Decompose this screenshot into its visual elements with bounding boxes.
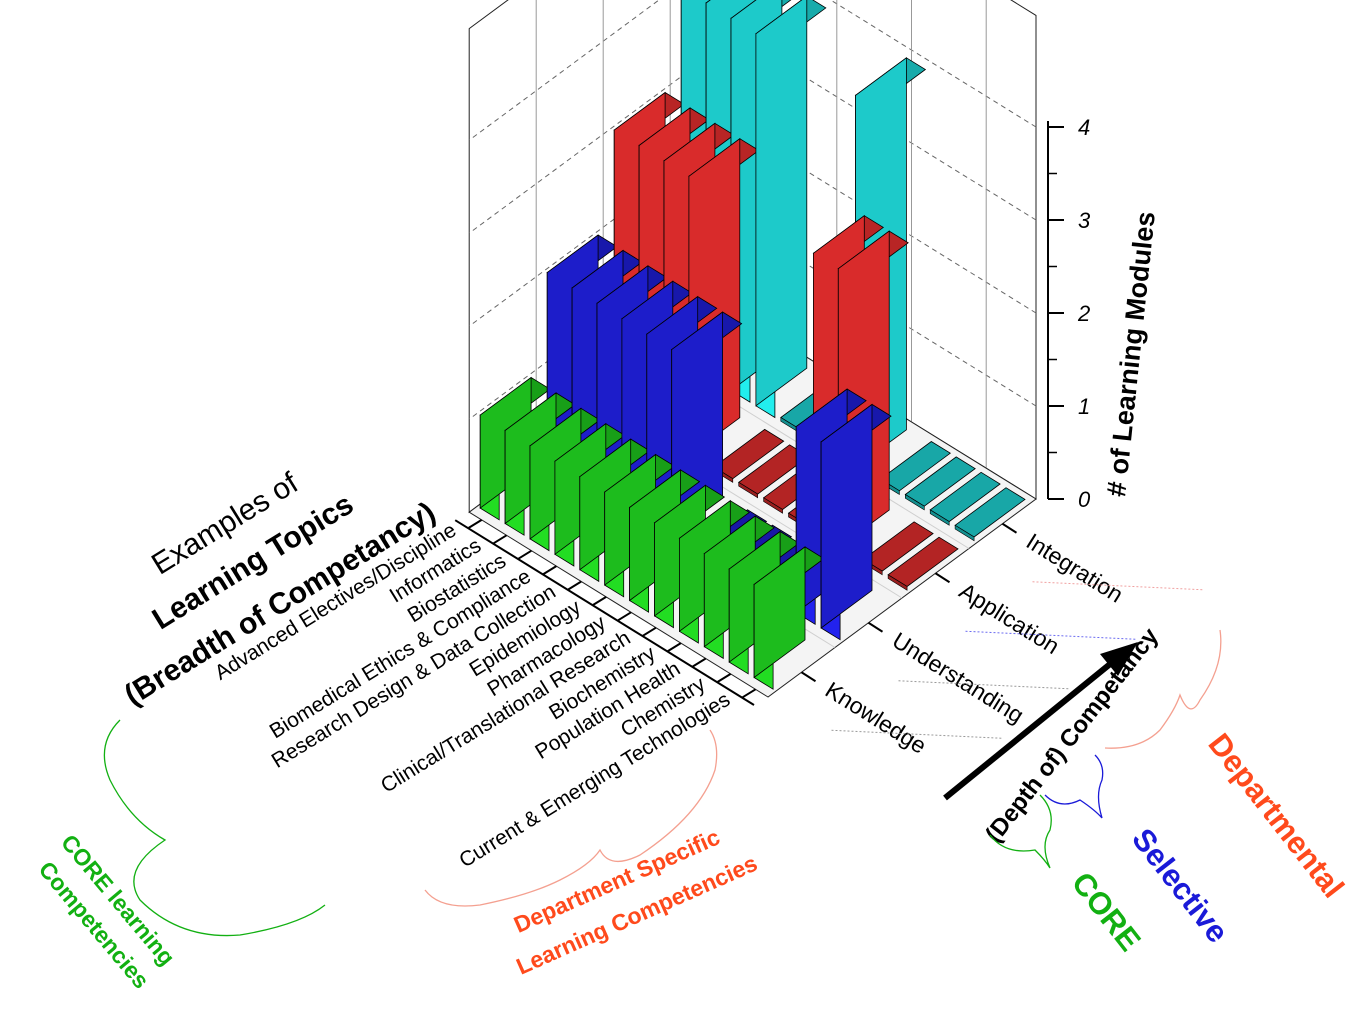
topic-tick xyxy=(517,549,532,560)
level-tick xyxy=(800,671,817,683)
level-tick xyxy=(934,572,951,584)
topic-tick xyxy=(742,688,757,699)
gridline xyxy=(468,0,1037,141)
bar-integration-9 xyxy=(755,0,827,419)
topic-tick xyxy=(692,657,707,668)
level-tick xyxy=(1001,522,1018,534)
topic-tick xyxy=(667,642,682,652)
z-axis-label: # of Learning Modules xyxy=(1101,210,1161,498)
level-label: Application xyxy=(955,577,1064,659)
bar-integration-2 xyxy=(929,471,1001,526)
topic-tick xyxy=(717,673,732,683)
topic-axis xyxy=(454,519,755,706)
bar-knowledge-1 xyxy=(753,546,825,690)
z-tick-label: 0 xyxy=(1078,487,1091,512)
level-label: Understanding xyxy=(888,627,1029,728)
topic-tick xyxy=(493,534,508,545)
bar-application-7 xyxy=(737,444,810,499)
level-leader xyxy=(965,630,1136,640)
bars xyxy=(479,0,1026,690)
depth-arrow xyxy=(943,653,1122,801)
level-leader xyxy=(831,729,1002,739)
z-tick-label: 3 xyxy=(1078,208,1091,233)
topic-tick xyxy=(617,611,632,622)
dept-topics-brace xyxy=(424,729,718,907)
topic-tick xyxy=(592,596,607,606)
core-depth-label: CORE xyxy=(1065,865,1148,957)
core-depth-brace xyxy=(989,794,1052,869)
departmental-depth-brace xyxy=(1104,629,1222,749)
level-label: Integration xyxy=(1022,528,1128,608)
topic-tick xyxy=(642,626,657,637)
level-leader xyxy=(898,680,1069,690)
bar-application-1 xyxy=(887,536,959,591)
depth-label: (Depth of) Competancy xyxy=(980,623,1164,848)
bar-integration-1 xyxy=(954,487,1026,542)
z-tick-label: 4 xyxy=(1078,115,1090,140)
topic-tick xyxy=(468,519,483,529)
depth-arrowhead xyxy=(1100,642,1138,676)
topic-tick xyxy=(542,565,557,575)
departmental-depth-label: Departmental xyxy=(1201,727,1351,905)
core-topics-brace xyxy=(103,719,326,937)
level-tick xyxy=(867,621,884,633)
selective-depth-brace xyxy=(1044,754,1104,819)
level-label: Knowledge xyxy=(821,676,931,758)
topic-tick xyxy=(567,580,582,591)
bar-understanding-1 xyxy=(820,403,892,641)
z-tick-label: 1 xyxy=(1078,394,1090,419)
bar-integration-3 xyxy=(904,456,976,511)
level-leader xyxy=(1032,581,1203,591)
z-tick-label: 2 xyxy=(1077,301,1090,326)
